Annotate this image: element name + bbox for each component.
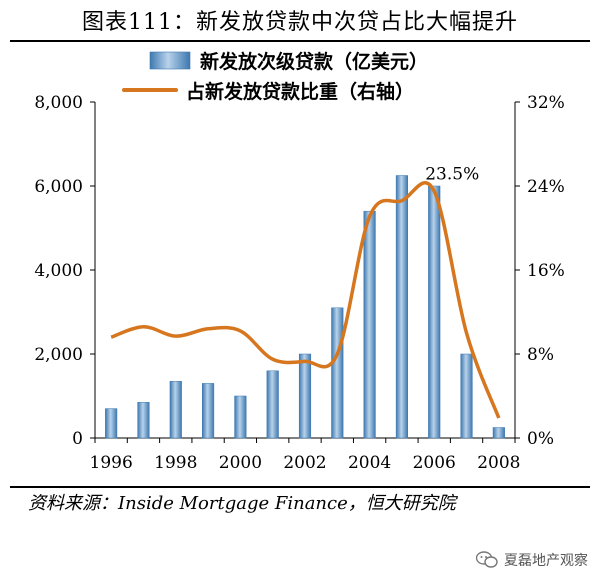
y-tick-label-right: 8%: [527, 345, 554, 365]
wechat-icon: [476, 551, 498, 568]
watermark: 夏磊地产观察: [476, 548, 588, 572]
bar: [202, 383, 215, 439]
legend-label-bars: 新发放次级贷款（亿美元）: [200, 50, 428, 73]
y-tick-label-left: 4,000: [34, 261, 83, 281]
share-line: [110, 181, 501, 419]
y-tick-label-right: 0%: [527, 429, 554, 449]
source-note: 资料来源：Inside Mortgage Finance，恒大研究院: [28, 493, 456, 514]
bar: [298, 353, 312, 439]
peak-annotation: 23.5%: [425, 164, 479, 184]
legend-bar-swatch: [149, 51, 191, 70]
y-tick-label-right: 16%: [527, 261, 565, 281]
y-tick-label-left: 8,000: [34, 93, 83, 113]
x-tick-label: 2000: [219, 453, 262, 473]
x-tick-label: 2006: [413, 453, 456, 473]
y-tick-label-left: 6,000: [34, 177, 83, 197]
y-tick-label-right: 24%: [527, 177, 565, 197]
bar: [428, 185, 441, 439]
chart-title-bar: 图表111：新发放贷款中次贷占比大幅提升: [0, 0, 600, 40]
bar: [395, 175, 408, 439]
x-tick-label: 2002: [283, 453, 326, 473]
bar: [331, 307, 344, 439]
watermark-text: 夏磊地产观察: [504, 553, 588, 569]
bar: [363, 210, 376, 439]
chart-title: 图表111：新发放贷款中次贷占比大幅提升: [82, 10, 518, 35]
bar: [234, 395, 247, 439]
x-tick-label: 1998: [154, 453, 197, 473]
x-tick-label: 2008: [477, 453, 520, 473]
y-tick-label-left: 2,000: [34, 345, 83, 365]
bar: [492, 427, 505, 439]
bar: [137, 402, 150, 439]
x-tick-label: 2004: [348, 453, 391, 473]
subprime-loan-chart: 新发放次级贷款（亿美元） 占新发放贷款比重（右轴） 0 2,000 4,000 6,000…: [34, 50, 565, 473]
title-rule: [10, 40, 590, 42]
bar: [169, 381, 182, 439]
y-tick-label-right: 32%: [527, 93, 565, 113]
bar: [460, 353, 473, 439]
y-tick-label-left: 0: [72, 429, 83, 449]
legend-label-line: 占新发放贷款比重（右轴）: [186, 80, 414, 103]
bar: [266, 370, 279, 439]
source-rule: [10, 486, 590, 488]
bar: [105, 408, 118, 439]
x-tick-label: 1996: [90, 453, 133, 473]
